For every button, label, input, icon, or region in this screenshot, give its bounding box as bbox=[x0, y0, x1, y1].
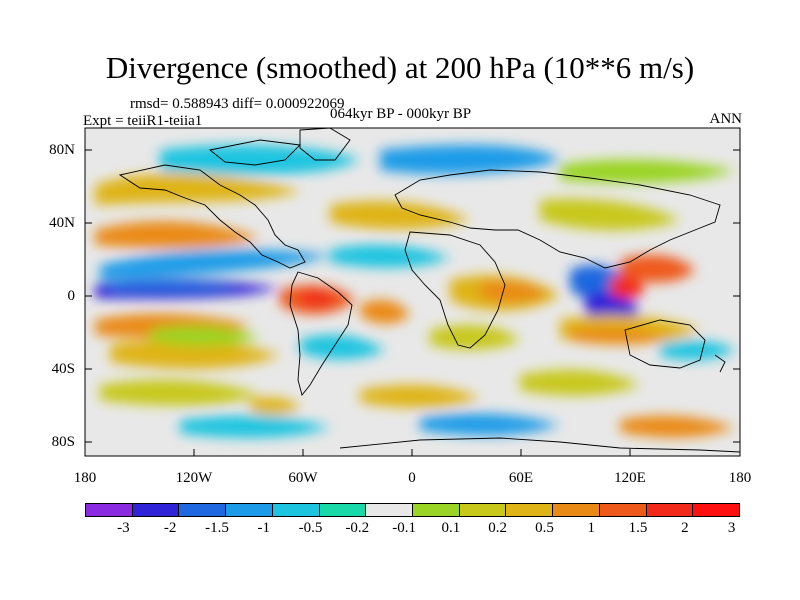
legend-swatch bbox=[226, 504, 273, 516]
field-shading bbox=[95, 144, 735, 438]
period-label: 064kyr BP - 000kyr BP bbox=[330, 106, 472, 122]
stats-text: rmsd= 0.588943 diff= 0.000922069 bbox=[130, 96, 345, 112]
legend-swatch bbox=[553, 504, 600, 516]
legend-label: -1 bbox=[257, 520, 271, 536]
legend-swatch bbox=[646, 504, 694, 516]
legend-swatch bbox=[413, 504, 460, 516]
y-tick-label: 40N bbox=[49, 215, 75, 231]
legend-swatch bbox=[599, 504, 647, 516]
legend-label: 1 bbox=[587, 520, 596, 536]
season-label: ANN bbox=[709, 111, 743, 127]
legend-swatch bbox=[272, 504, 320, 516]
x-tick-label: 120E bbox=[614, 470, 646, 486]
legend-label: 0.2 bbox=[488, 520, 508, 536]
legend-swatch bbox=[132, 504, 180, 516]
y-ticks bbox=[85, 149, 740, 443]
legend-swatch bbox=[459, 504, 507, 516]
legend-swatch bbox=[319, 504, 367, 516]
legend-label: -2 bbox=[163, 520, 177, 536]
y-tick-label: 80S bbox=[51, 434, 75, 450]
x-tick-label: 180 bbox=[728, 470, 752, 486]
legend-label: 0.1 bbox=[441, 520, 461, 536]
legend-label: -0.5 bbox=[298, 520, 323, 536]
legend-label: 1.5 bbox=[628, 520, 648, 536]
map-title: Divergence (smoothed) at 200 hPa (10**6 … bbox=[105, 50, 695, 85]
legend-label: 0.5 bbox=[535, 520, 554, 536]
legend-swatch bbox=[179, 504, 227, 516]
x-ticks bbox=[84, 449, 741, 456]
legend-label: 2 bbox=[681, 520, 689, 536]
x-tick-label: 180 bbox=[73, 470, 97, 486]
legend-label: 3 bbox=[727, 520, 736, 536]
y-tick-label: 0 bbox=[67, 288, 76, 304]
legend-swatch bbox=[86, 504, 133, 516]
x-tick-label: 0 bbox=[408, 470, 416, 486]
y-tick-label: 40S bbox=[51, 361, 75, 377]
legend-swatch bbox=[366, 504, 414, 516]
experiment-label: Expt = teiiR1-teiia1 bbox=[83, 113, 203, 129]
x-tick-label: 60E bbox=[508, 470, 534, 486]
legend-swatch bbox=[506, 504, 554, 516]
x-tick-label: 60W bbox=[288, 470, 318, 486]
x-tick-label: 120W bbox=[175, 470, 213, 486]
coastlines bbox=[118, 128, 740, 453]
legend-label: -0.1 bbox=[392, 520, 416, 536]
legend-label: -3 bbox=[117, 520, 130, 536]
legend-label: -0.2 bbox=[345, 520, 370, 536]
legend-label: -1.5 bbox=[205, 520, 229, 536]
color-legend bbox=[85, 503, 740, 517]
y-tick-label: 80N bbox=[49, 142, 75, 158]
legend-swatch bbox=[693, 504, 740, 516]
